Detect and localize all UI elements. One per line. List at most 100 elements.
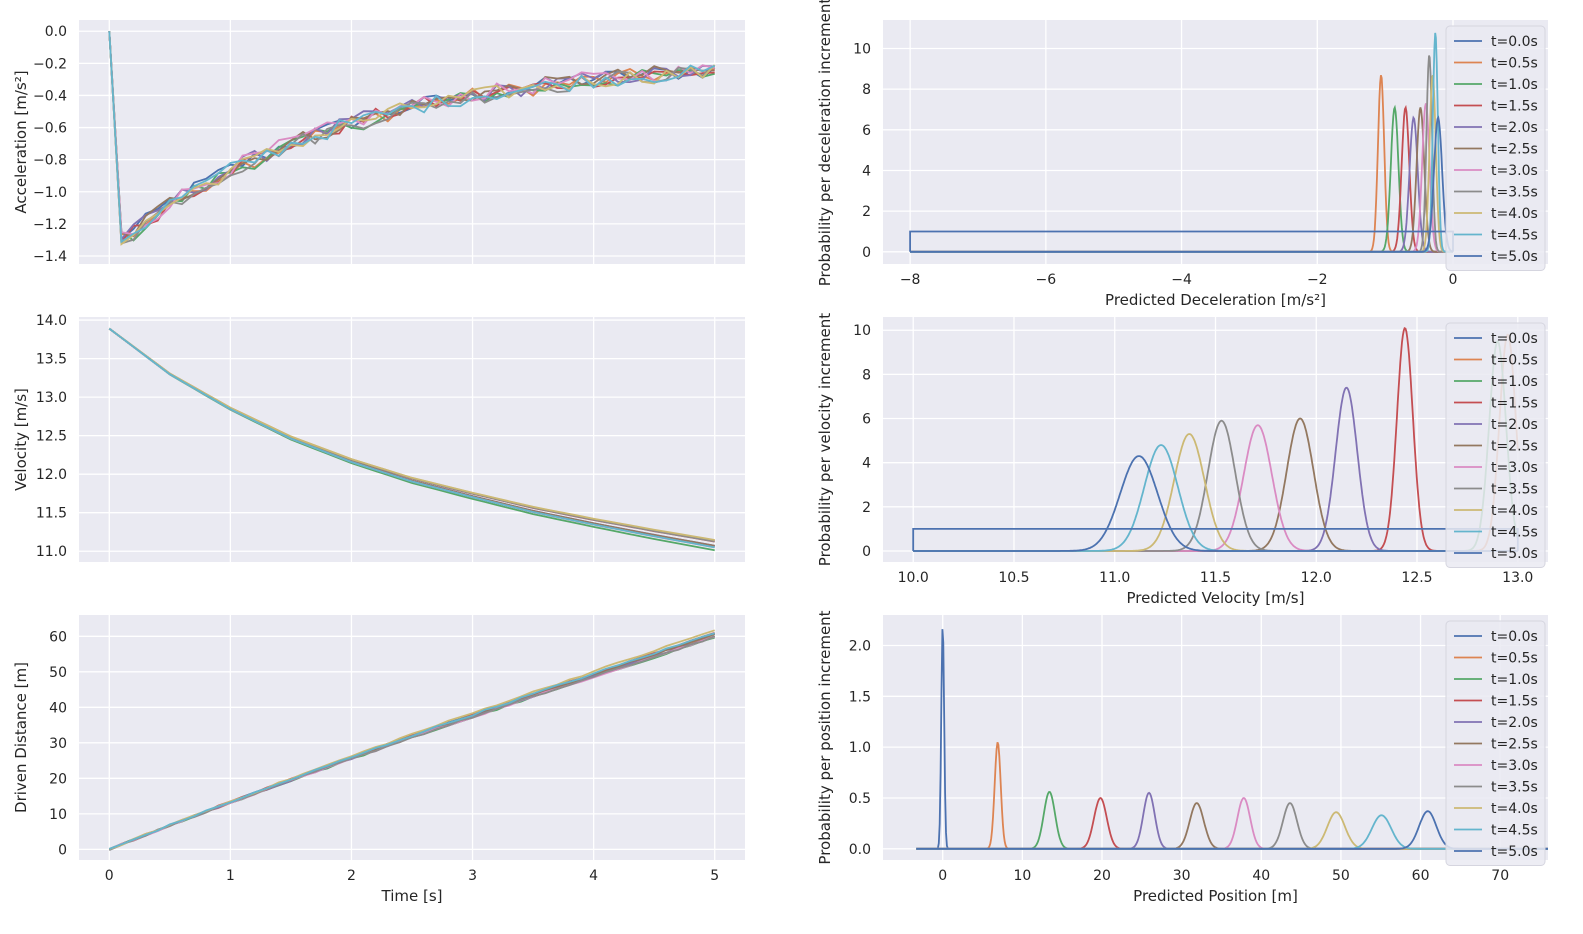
y-tick-label: 20 xyxy=(49,771,67,787)
y-tick-label: 10 xyxy=(49,807,67,823)
x-tick-label: 11.0 xyxy=(1099,570,1130,586)
legend-label: t=4.0s xyxy=(1491,801,1538,817)
legend-box xyxy=(1445,620,1546,866)
legend-label: t=3.0s xyxy=(1491,163,1538,179)
y-tick-label: −0.2 xyxy=(33,56,67,72)
y-tick-label: 0 xyxy=(58,842,67,858)
legend-label: t=5.0s xyxy=(1491,546,1538,562)
legend-label: t=3.5s xyxy=(1491,780,1538,796)
legend: t=0.0s t=0.5s t=1.0s t=1.5s t=2.0s t=2.5s t=3.… xyxy=(1445,620,1546,866)
velocity-pdf-plot: 10.0 10.5 11.0 11.5 12.0 12.5 13.0 0 2 4 6 8 10 Predi… xyxy=(816,313,1548,607)
x-tick-label: 1 xyxy=(226,868,235,884)
x-tick-label: −4 xyxy=(1171,272,1192,288)
y-tick-label: 2 xyxy=(862,204,871,220)
y-tick-label: −0.6 xyxy=(33,121,67,137)
legend: t=0.0s t=0.5s t=1.0s t=1.5s t=2.0s t=2.5s t=3.… xyxy=(1445,322,1546,568)
legend-label: t=4.0s xyxy=(1491,206,1538,222)
y-axis-label: Probability per deceleration increment xyxy=(816,0,834,286)
legend-label: t=2.5s xyxy=(1491,142,1538,158)
y-tick-label: 12.5 xyxy=(36,429,67,445)
y-tick-label: 4 xyxy=(862,163,871,179)
legend: t=0.0s t=0.5s t=1.0s t=1.5s t=2.0s t=2.5s t=3.… xyxy=(1445,25,1546,271)
legend-label: t=2.5s xyxy=(1491,439,1538,455)
legend-label: t=1.0s xyxy=(1491,374,1538,390)
series-line xyxy=(108,31,715,237)
x-axis-label: Predicted Deceleration [m/s²] xyxy=(1105,291,1326,309)
y-axis-label: Acceleration [m/s²] xyxy=(12,70,30,213)
y-tick-label: 1.5 xyxy=(849,689,871,705)
series-line xyxy=(108,31,716,245)
legend-label: t=3.5s xyxy=(1491,482,1538,498)
y-tick-label: 0 xyxy=(862,544,871,560)
y-tick-label: 8 xyxy=(862,82,871,98)
x-tick-label: −8 xyxy=(900,272,921,288)
legend-label: t=0.0s xyxy=(1491,331,1538,347)
x-tick-label: 60 xyxy=(1412,868,1430,884)
y-tick-label: 50 xyxy=(49,665,67,681)
y-tick-label: −1.0 xyxy=(33,185,67,201)
y-tick-label: 4 xyxy=(862,456,871,472)
legend-label: t=4.0s xyxy=(1491,503,1538,519)
legend-label: t=4.5s xyxy=(1491,525,1538,541)
density-curve xyxy=(916,810,1548,850)
legend-label: t=2.5s xyxy=(1491,737,1538,753)
y-axis-label: Driven Distance [m] xyxy=(12,662,30,813)
plot-area xyxy=(79,317,745,562)
y-tick-label: 13.0 xyxy=(36,390,67,406)
y-tick-label: 40 xyxy=(49,700,67,716)
y-tick-label: 8 xyxy=(862,367,871,383)
plot-area xyxy=(79,20,745,264)
legend-label: t=1.0s xyxy=(1491,77,1538,93)
x-tick-label: 10.5 xyxy=(998,570,1029,586)
legend-label: t=1.5s xyxy=(1491,694,1538,710)
x-tick-label: 70 xyxy=(1491,868,1509,884)
density-curve xyxy=(913,455,1518,552)
y-tick-label: 10 xyxy=(853,323,871,339)
legend-label: t=0.5s xyxy=(1491,353,1538,369)
y-tick-label: 0.0 xyxy=(45,24,67,40)
y-tick-label: 6 xyxy=(862,412,871,428)
x-tick-label: 0 xyxy=(1449,272,1458,288)
y-tick-label: 1.0 xyxy=(849,740,871,756)
y-tick-label: 0.5 xyxy=(849,791,871,807)
y-tick-label: 2 xyxy=(862,500,871,516)
x-axis-label: Predicted Position [m] xyxy=(1133,887,1298,905)
series-line xyxy=(108,31,716,244)
velocity-plot: 14.0 13.5 13.0 12.5 12.0 11.5 11.0 Velocity [m/… xyxy=(12,313,745,562)
legend-label: t=3.5s xyxy=(1491,185,1538,201)
legend-label: t=4.5s xyxy=(1491,823,1538,839)
y-tick-label: 2.0 xyxy=(849,638,871,654)
y-tick-label: 14.0 xyxy=(36,313,67,329)
y-tick-label: 6 xyxy=(862,123,871,139)
series-line xyxy=(108,635,716,851)
legend-label: t=3.0s xyxy=(1491,460,1538,476)
x-tick-label: 40 xyxy=(1252,868,1270,884)
x-tick-label: −6 xyxy=(1036,272,1057,288)
legend-label: t=0.0s xyxy=(1491,629,1538,645)
x-tick-label: 4 xyxy=(589,868,598,884)
y-tick-label: 11.0 xyxy=(36,544,67,560)
legend-label: t=3.0s xyxy=(1491,758,1538,774)
series-line xyxy=(108,327,715,541)
legend-label: t=1.5s xyxy=(1491,396,1538,412)
x-tick-label: 3 xyxy=(468,868,477,884)
y-tick-label: 10 xyxy=(853,41,871,57)
legend-label: t=5.0s xyxy=(1491,249,1538,265)
x-tick-label: 0 xyxy=(105,868,114,884)
y-tick-label: 0 xyxy=(862,245,871,261)
plot-area xyxy=(883,615,1548,860)
legend-label: t=0.0s xyxy=(1491,34,1538,50)
legend-label: t=0.5s xyxy=(1491,651,1538,667)
legend-label: t=1.0s xyxy=(1491,672,1538,688)
position-pdf-plot: 0 10 20 30 40 50 60 70 0.0 0.5 1.0 1.5 2.0 Predicted … xyxy=(816,610,1548,905)
y-tick-label: 30 xyxy=(49,736,67,752)
legend-label: t=2.0s xyxy=(1491,715,1538,731)
x-tick-label: 10 xyxy=(1013,868,1031,884)
y-axis-label: Probability per position increment xyxy=(816,610,834,864)
legend-label: t=0.5s xyxy=(1491,56,1538,72)
x-axis-label: Time [s] xyxy=(381,887,443,905)
legend-label: t=2.0s xyxy=(1491,120,1538,136)
x-tick-label: 11.5 xyxy=(1200,570,1231,586)
density-curve xyxy=(910,115,1454,253)
